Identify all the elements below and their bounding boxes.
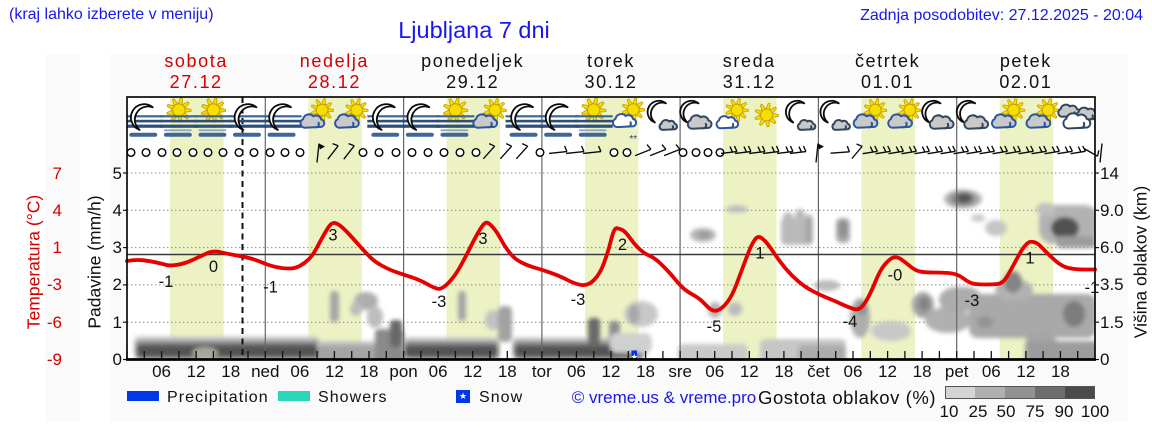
svg-text:★: ★ — [630, 352, 638, 362]
svg-text:3: 3 — [478, 230, 487, 248]
svg-text:-4: -4 — [843, 313, 858, 331]
svg-text:-5: -5 — [707, 318, 722, 336]
svg-text:3: 3 — [328, 227, 337, 245]
svg-text:-3: -3 — [432, 293, 447, 311]
svg-text:0: 0 — [209, 258, 218, 276]
svg-text:-1: -1 — [159, 273, 174, 291]
svg-text:2: 2 — [618, 236, 627, 254]
svg-text:-1: -1 — [1085, 279, 1100, 297]
svg-text:-3: -3 — [571, 291, 586, 309]
svg-text:-1: -1 — [263, 279, 278, 297]
svg-text:-3: -3 — [965, 292, 980, 310]
svg-text:1: 1 — [755, 245, 764, 263]
svg-text:1: 1 — [1025, 250, 1034, 268]
svg-text:**: ** — [629, 134, 637, 145]
svg-text:-0: -0 — [888, 267, 903, 285]
